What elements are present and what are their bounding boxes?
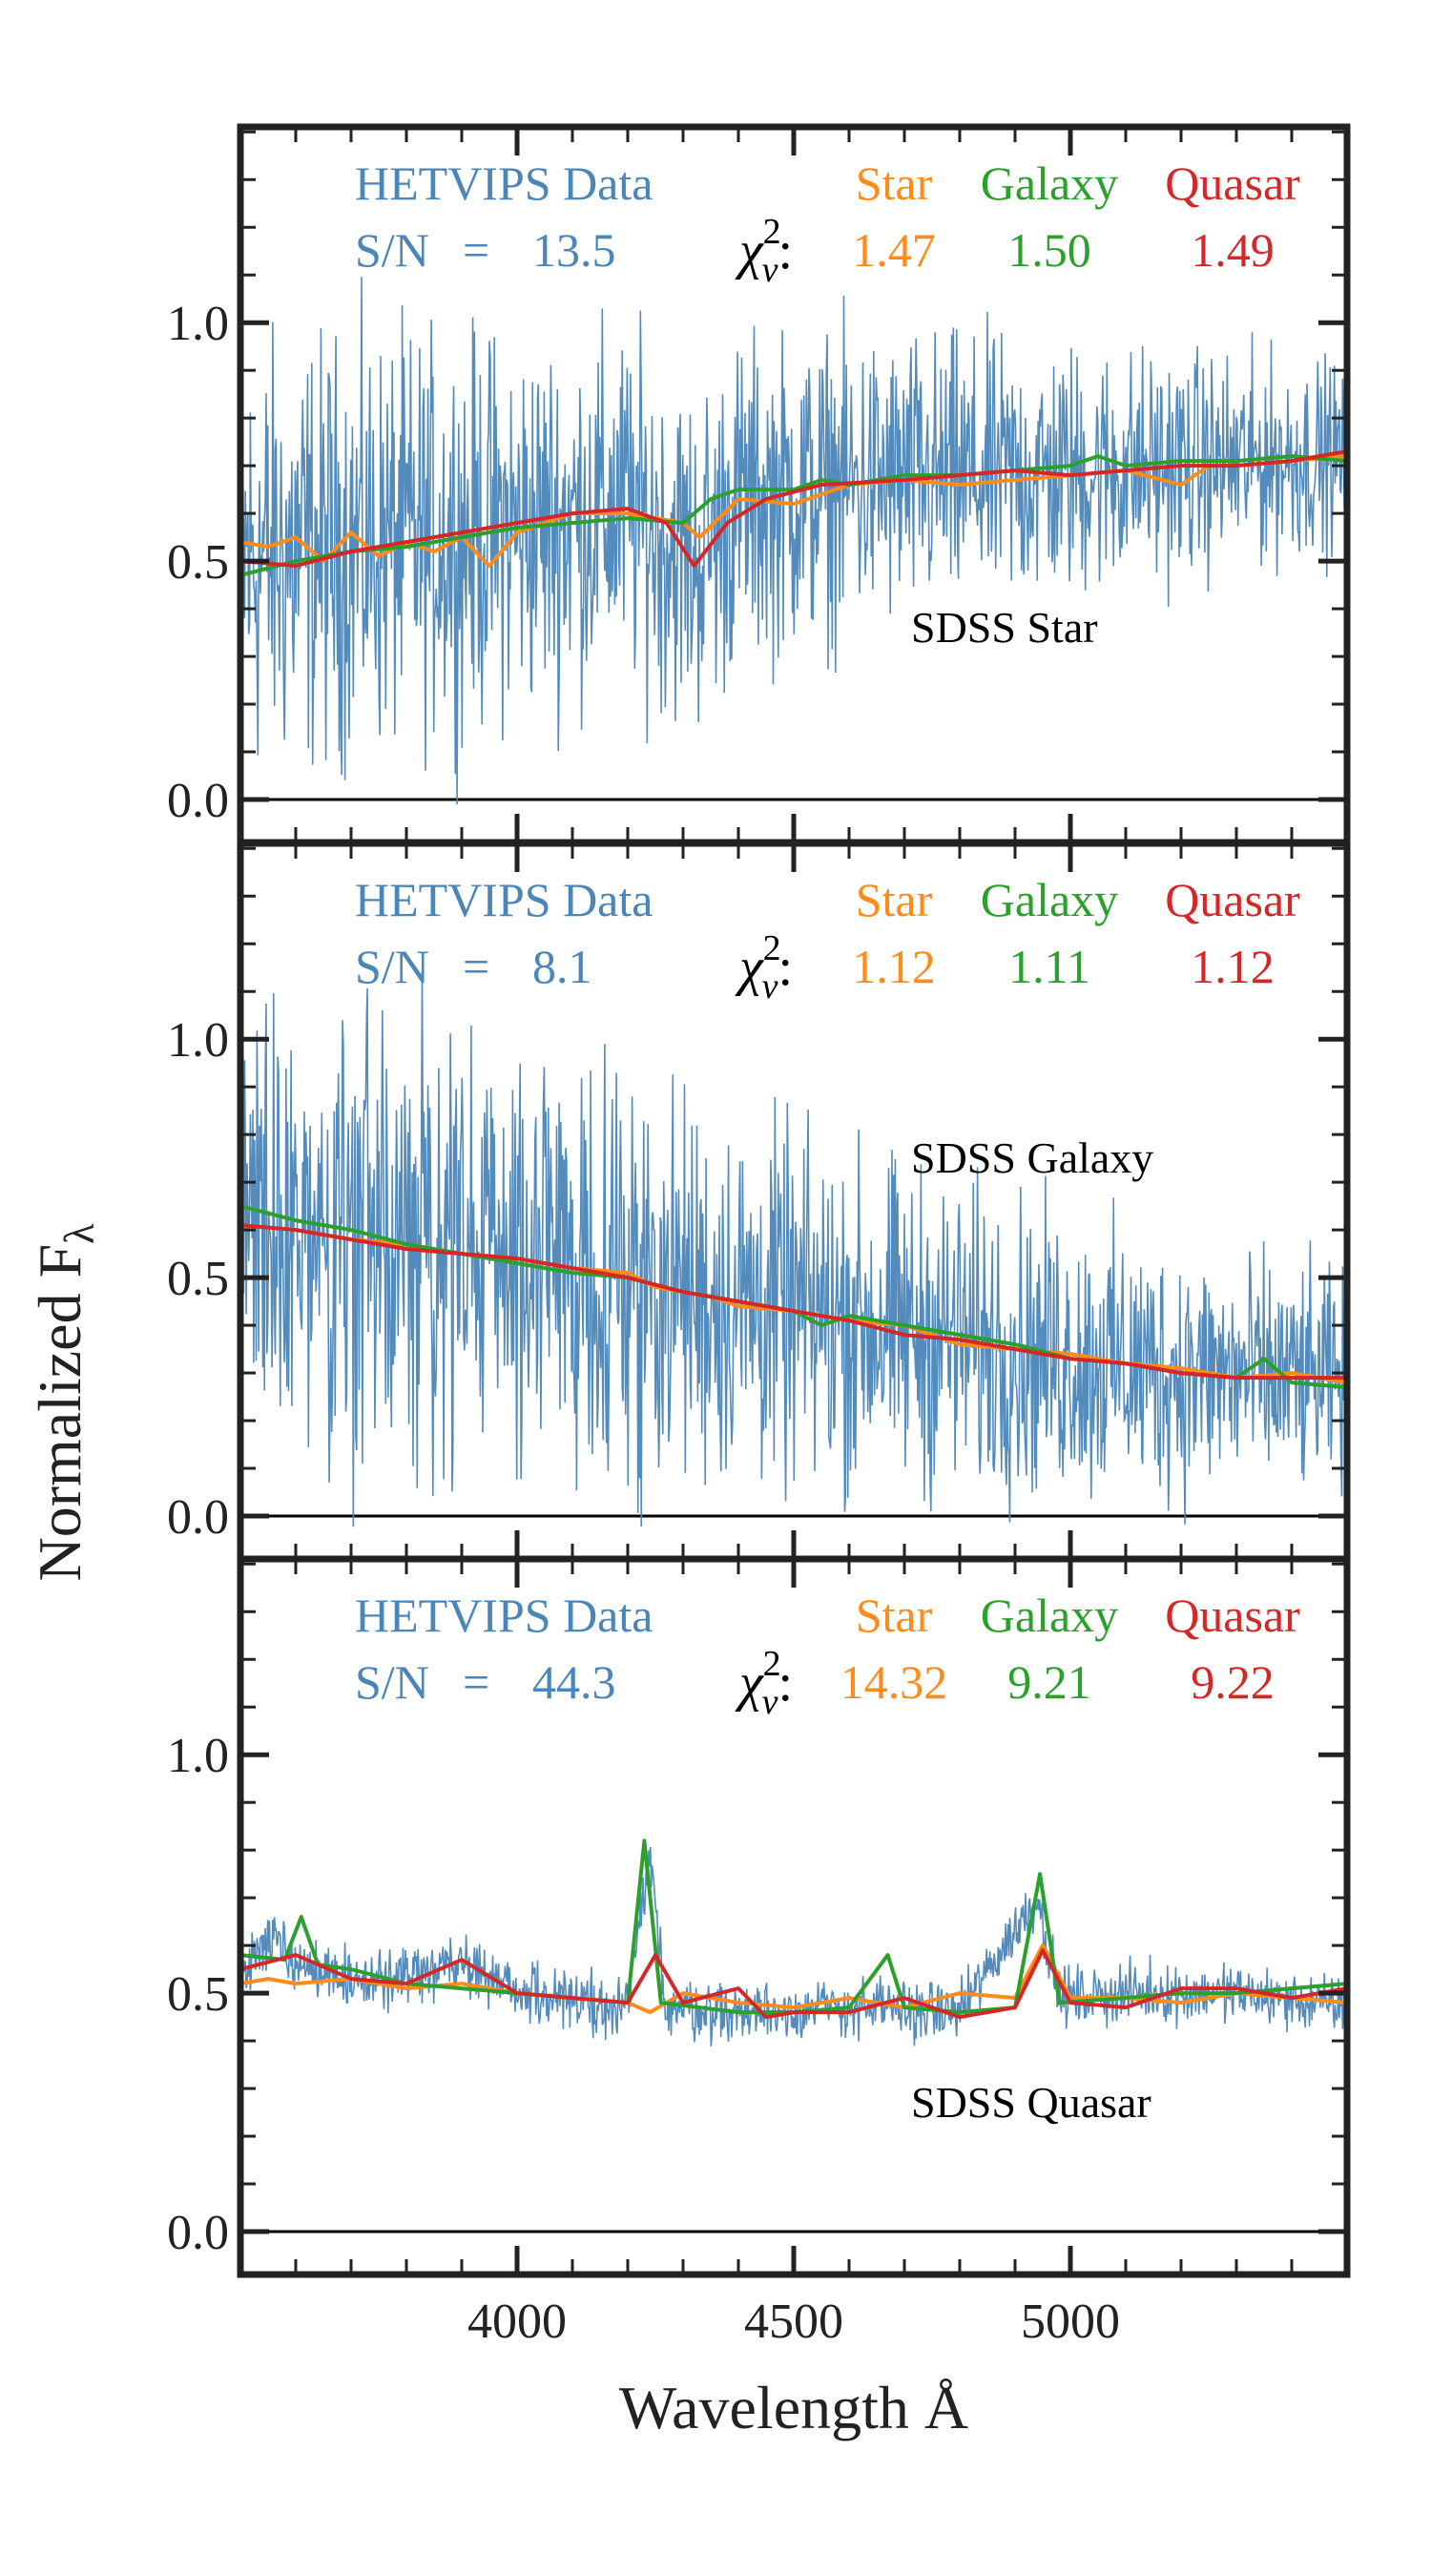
legend-galaxy: Galaxy bbox=[981, 1589, 1118, 1642]
model-galaxy-line bbox=[240, 1839, 1347, 2015]
y-tick-label: 1.0 bbox=[167, 1729, 229, 1783]
chi2-value-quasar: 1.12 bbox=[1191, 940, 1275, 993]
chi-symbol: χ bbox=[735, 221, 764, 280]
chi2-value-galaxy: 1.50 bbox=[1007, 223, 1091, 277]
data-label: HETVIPS Data bbox=[355, 156, 653, 210]
chi2-value-galaxy: 1.11 bbox=[1008, 940, 1090, 993]
chi2-value-star: 1.12 bbox=[852, 940, 936, 993]
hetvips-data-series bbox=[240, 930, 1347, 1527]
sn-label: S/N bbox=[355, 223, 429, 277]
model-quasar-line bbox=[240, 449, 1347, 569]
chi-superscript: 2 bbox=[763, 928, 781, 968]
x-tick-label: 5000 bbox=[1021, 2295, 1120, 2349]
chi2-label: χ2 ν: bbox=[735, 928, 793, 1007]
object-label: SDSS Galaxy bbox=[911, 1133, 1153, 1182]
chi2-value-quasar: 9.22 bbox=[1191, 1655, 1275, 1709]
x-tick-label: 4500 bbox=[744, 2295, 843, 2349]
sn-equals: = bbox=[463, 1655, 489, 1709]
legend-galaxy: Galaxy bbox=[981, 873, 1118, 926]
sn-label: S/N bbox=[355, 940, 429, 993]
object-label: SDSS Quasar bbox=[911, 2078, 1151, 2127]
y-tick-label: 1.0 bbox=[167, 1013, 229, 1068]
chi-colon: : bbox=[778, 938, 794, 997]
model-galaxy-line bbox=[240, 454, 1347, 578]
chi2-value-star: 14.32 bbox=[840, 1655, 948, 1709]
chi-colon: : bbox=[778, 1653, 794, 1713]
chi-subscript: ν bbox=[762, 250, 778, 290]
panel-galaxy: 0.0 0.5 1.0 HETVIPS Data S/N = 8.1 χ2 ν: Star 1.12… bbox=[167, 840, 1351, 1563]
panel-star: 0.0 0.5 1.0 HETVIPS Data S/N = 13.5 χ2 ν: Star 1.4… bbox=[167, 123, 1351, 846]
panel-quasar: 0.0 0.5 1.0 HETVIPS Data S/N = 44.3 χ2 ν: Star 14.… bbox=[167, 1555, 1351, 2278]
chi-superscript: 2 bbox=[763, 1644, 781, 1684]
hetvips-data-series bbox=[240, 1846, 1347, 2047]
object-label: SDSS Star bbox=[911, 603, 1098, 652]
y-axis-label-sub: λ bbox=[56, 1223, 103, 1244]
data-label: HETVIPS Data bbox=[355, 1589, 653, 1642]
x-axis-label: Wavelength Å bbox=[619, 2374, 968, 2441]
chi-superscript: 2 bbox=[763, 212, 781, 252]
sn-value: 13.5 bbox=[532, 223, 616, 277]
y-tick-label: 1.0 bbox=[167, 297, 229, 351]
chi-subscript: ν bbox=[762, 966, 778, 1007]
model-quasar-line bbox=[240, 1223, 1347, 1381]
sn-value: 44.3 bbox=[532, 1655, 616, 1709]
legend-star: Star bbox=[856, 156, 933, 210]
chi-colon: : bbox=[778, 221, 794, 280]
plot-area bbox=[240, 1839, 1347, 2233]
sn-label: S/N bbox=[355, 1655, 429, 1709]
chi-subscript: ν bbox=[762, 1682, 778, 1722]
legend-quasar: Quasar bbox=[1165, 156, 1300, 210]
x-tick-label: 4000 bbox=[467, 2295, 567, 2349]
chi2-value-galaxy: 9.21 bbox=[1007, 1655, 1091, 1709]
legend-quasar: Quasar bbox=[1165, 1589, 1300, 1642]
chi-symbol: χ bbox=[735, 1653, 764, 1713]
y-tick-label: 0.0 bbox=[167, 2206, 229, 2260]
legend-star: Star bbox=[856, 873, 933, 926]
y-axis-label: Normalized Fλ bbox=[26, 1223, 103, 1582]
y-tick-label: 0.0 bbox=[167, 1490, 229, 1545]
chi2-label: χ2 ν: bbox=[735, 1644, 793, 1722]
y-tick-label: 0.0 bbox=[167, 774, 229, 828]
sn-equals: = bbox=[463, 940, 489, 993]
legend-galaxy: Galaxy bbox=[981, 156, 1118, 210]
y-tick-label: 0.5 bbox=[167, 1967, 229, 2022]
y-axis-label-main: Normalized F bbox=[26, 1244, 93, 1582]
y-tick-label: 0.5 bbox=[167, 1252, 229, 1306]
chi2-label: χ2 ν: bbox=[735, 212, 793, 290]
model-quasar-line bbox=[240, 1948, 1347, 2020]
chi-symbol: χ bbox=[735, 938, 764, 997]
plot-area bbox=[240, 930, 1347, 1527]
chi2-value-quasar: 1.49 bbox=[1191, 223, 1275, 277]
legend-star: Star bbox=[856, 1589, 933, 1642]
sn-value: 8.1 bbox=[532, 940, 592, 993]
sn-equals: = bbox=[463, 223, 489, 277]
plot-area bbox=[240, 277, 1347, 805]
chi2-value-star: 1.47 bbox=[852, 223, 936, 277]
y-tick-label: 0.5 bbox=[167, 535, 229, 590]
legend-quasar: Quasar bbox=[1165, 873, 1300, 926]
data-label: HETVIPS Data bbox=[355, 873, 653, 926]
x-axis: 4000 4500 5000 bbox=[467, 2295, 1120, 2349]
hetvips-data-series bbox=[240, 277, 1347, 805]
